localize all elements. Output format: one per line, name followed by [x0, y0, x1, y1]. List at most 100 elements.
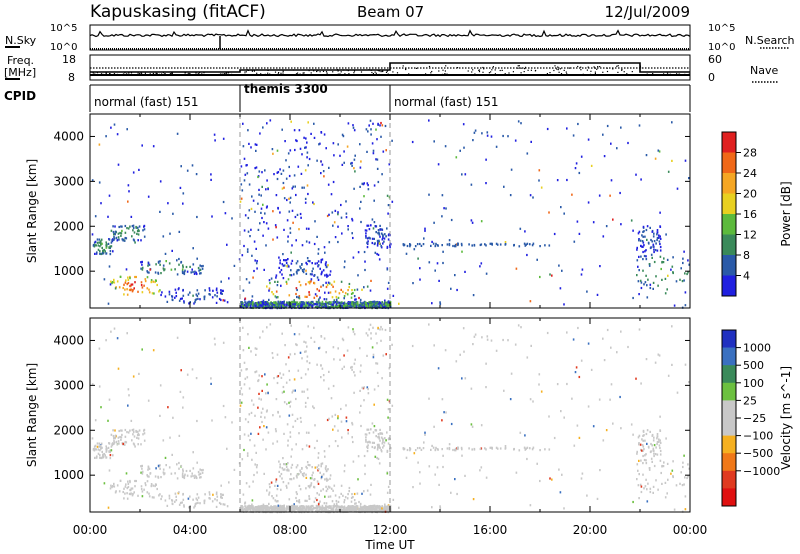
power-cell — [210, 178, 212, 181]
power-cell — [329, 270, 332, 273]
velocity-cell — [431, 506, 433, 509]
power-cell — [292, 302, 294, 306]
nave-point — [225, 73, 227, 75]
nave-point — [377, 69, 379, 71]
velocity-cell — [580, 359, 583, 362]
power-cell — [333, 154, 335, 157]
power-cell — [636, 248, 638, 251]
velocity-cell — [113, 442, 115, 445]
power-cell — [359, 301, 362, 304]
velocity-cell — [485, 448, 487, 451]
power-cell — [261, 171, 263, 174]
power-cell — [269, 282, 271, 285]
power-cell — [311, 270, 313, 273]
power-cell — [360, 200, 362, 203]
nave-point — [141, 73, 143, 75]
power-cell — [255, 304, 257, 307]
power-cell — [641, 234, 643, 237]
power-cell — [366, 150, 368, 153]
power-cell — [650, 253, 653, 256]
power-cell — [665, 233, 667, 236]
power-cell — [199, 264, 201, 267]
power-cell — [656, 249, 659, 252]
velocity-cell — [276, 500, 279, 503]
velocity-cell — [424, 433, 426, 436]
power-cell — [255, 262, 258, 265]
power-cell — [280, 305, 283, 308]
power-cell — [249, 235, 251, 238]
velocity-cell — [274, 484, 276, 487]
velocity-cell — [117, 436, 120, 439]
date-label: 12/Jul/2009 — [605, 3, 690, 21]
power-cell — [286, 282, 288, 285]
velocity-cell — [316, 507, 318, 510]
power-cell — [96, 238, 99, 241]
power-cell — [337, 304, 340, 308]
velocity-cell — [436, 466, 439, 469]
velocity-cell — [141, 467, 143, 470]
velocity-cell — [329, 486, 331, 489]
frequency-panel: Freq. [MHz] 18 8 60 0 Nave — [4, 53, 778, 84]
power-cell — [296, 272, 298, 275]
nave-point — [444, 70, 446, 72]
power-cell — [381, 238, 384, 241]
power-cell — [536, 258, 538, 261]
power-cell — [590, 164, 593, 167]
power-cell — [351, 161, 353, 165]
nave-point — [626, 73, 628, 75]
power-cell — [313, 296, 316, 299]
power-cell — [361, 182, 364, 185]
velocity-cell — [324, 508, 326, 511]
power-ytick-label: 4000 — [53, 129, 84, 143]
power-cell — [251, 299, 253, 302]
power-cell — [279, 305, 281, 308]
power-cell — [572, 134, 575, 137]
velocity-cell — [305, 341, 307, 344]
power-cell — [576, 220, 579, 223]
velocity-cell — [108, 442, 111, 445]
power-cell — [345, 212, 348, 215]
velocity-cell — [373, 510, 375, 513]
velocity-cell — [174, 472, 176, 475]
power-cell — [333, 280, 336, 283]
power-cell — [332, 303, 334, 306]
power-cell — [319, 296, 321, 299]
power-cell — [127, 278, 130, 281]
power-cell — [213, 133, 216, 136]
power-cell — [181, 270, 184, 273]
power-cell — [652, 245, 654, 248]
velocity-cell — [341, 506, 344, 509]
velocity-cell — [157, 464, 160, 467]
power-cell — [321, 302, 324, 305]
velocity-cell — [325, 502, 328, 505]
power-cell — [377, 242, 379, 245]
power-cell — [304, 295, 306, 298]
velocity-cell — [359, 411, 361, 414]
power-cell — [195, 272, 198, 276]
power-cell — [638, 239, 640, 242]
power-cell — [330, 303, 333, 306]
power-cell — [253, 240, 256, 243]
power-cell — [384, 233, 386, 236]
velocity-cell — [430, 448, 432, 451]
power-cell — [619, 191, 621, 195]
velocity-cell — [659, 449, 662, 453]
velocity-cell — [642, 429, 645, 432]
power-cell — [348, 282, 351, 286]
power-cell — [384, 303, 387, 306]
velocity-cell — [350, 506, 352, 509]
nave-point — [594, 71, 596, 73]
velocity-cell — [370, 483, 372, 486]
velocity-cell — [300, 420, 302, 423]
power-cell — [373, 184, 376, 187]
velocity-cell — [269, 486, 271, 489]
velocity-cell — [253, 473, 255, 477]
velocity-cell — [162, 439, 165, 442]
velocity-cell — [168, 497, 171, 500]
power-cell — [98, 238, 101, 241]
velocity-cell — [479, 447, 482, 451]
power-cell — [222, 289, 224, 292]
velocity-cell — [242, 493, 245, 496]
velocity-cell — [656, 453, 659, 456]
